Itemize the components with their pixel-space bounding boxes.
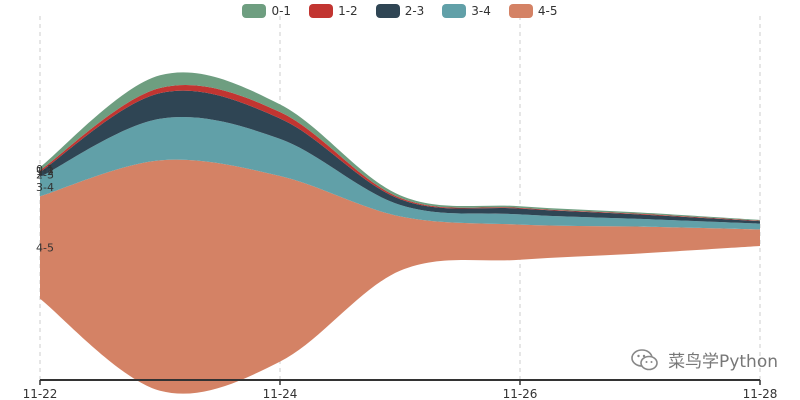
legend-swatch-4-5: [508, 4, 533, 18]
legend-label-2-3: 2-3: [404, 4, 425, 18]
x-tick-label-11-22: 11-22: [23, 387, 58, 400]
stream-area-4-5[interactable]: [40, 159, 760, 394]
legend-label-1-2: 1-2: [338, 4, 358, 18]
legend-swatch-3-4: [442, 4, 467, 18]
legend-swatch-1-2: [309, 4, 334, 18]
side-label-1-2: 1-2: [36, 165, 54, 178]
legend-label-0-1: 0-1: [271, 4, 292, 18]
side-label-3-4: 3-4: [36, 181, 54, 194]
x-tick-label-11-24: 11-24: [263, 387, 298, 400]
wechat-icon: [630, 348, 660, 372]
legend-item-3-4[interactable]: 3-4: [442, 4, 491, 18]
watermark: 菜鸟学Python: [630, 347, 778, 372]
stream-areas: [40, 72, 760, 394]
legend-label-3-4: 3-4: [471, 4, 491, 18]
legend-item-0-1[interactable]: 0-1: [242, 4, 291, 18]
legend: 0-1 1-2 2-3 3-4 4-5: [0, 4, 800, 18]
legend-item-4-5[interactable]: 4-5: [508, 4, 558, 18]
side-label-0-1: 0-1: [36, 163, 54, 176]
x-tick-label-11-26: 11-26: [503, 387, 538, 400]
stream-area-3-4[interactable]: [40, 117, 760, 230]
legend-label-4-5: 4-5: [537, 4, 558, 18]
side-label-4-5: 4-5: [36, 242, 54, 255]
legend-swatch-0-1: [242, 4, 267, 18]
x-tick-label-11-28: 11-28: [743, 387, 778, 400]
side-label-2-3: 2-3: [36, 169, 54, 182]
legend-item-2-3[interactable]: 2-3: [375, 4, 425, 18]
watermark-text: 菜鸟学Python: [668, 352, 778, 372]
x-axis: 11-22 11-24 11-26 11-28: [23, 379, 778, 400]
legend-swatch-2-3: [375, 4, 400, 18]
series-side-labels: 0-11-22-33-4 4-5: [36, 163, 54, 255]
legend-item-1-2[interactable]: 1-2: [309, 4, 358, 18]
